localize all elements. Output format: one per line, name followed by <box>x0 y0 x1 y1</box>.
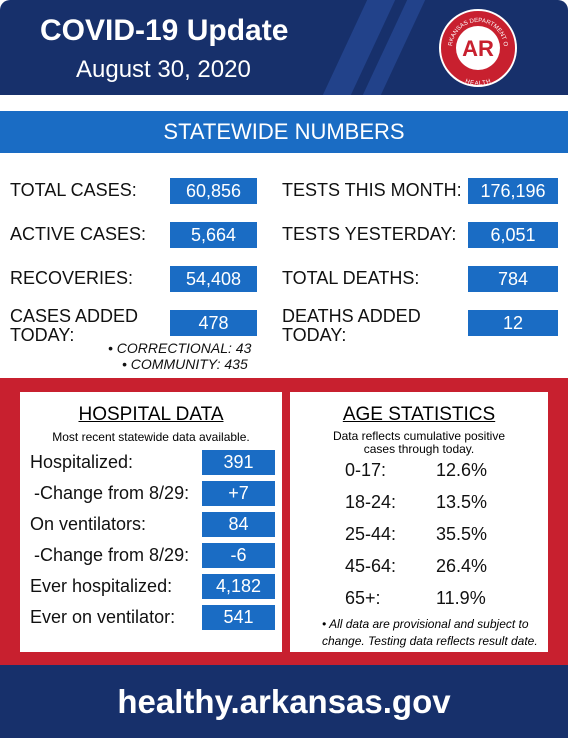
age-range: 65+: <box>345 588 381 608</box>
stat-value: 784 <box>468 266 558 292</box>
stat-value: 54,408 <box>170 266 257 292</box>
stat-label: TESTS THIS MONTH: <box>282 180 462 200</box>
age-percent: 26.4% <box>436 556 488 576</box>
title: COVID-19 Update <box>40 14 289 47</box>
stat-value: 60,856 <box>170 178 257 204</box>
hospital-value: 4,182 <box>202 574 275 599</box>
stat-value: 5,664 <box>170 222 257 248</box>
stat-label: RECOVERIES: <box>10 268 134 288</box>
hospital-label: -Change from 8/29: <box>34 483 190 503</box>
age-range: 45-64: <box>345 556 397 576</box>
note: • COMMUNITY: 435 <box>122 356 248 372</box>
hospital-label: Ever hospitalized: <box>30 576 173 596</box>
stat-label: ACTIVE CASES: <box>10 224 147 244</box>
age-panel: AGE STATISTICS Data reflects cumulative … <box>290 392 548 652</box>
age-range: 25-44: <box>345 524 397 544</box>
footer-url: healthy.arkansas.gov <box>0 665 568 738</box>
hospital-label: -Change from 8/29: <box>34 545 190 565</box>
hospital-label: Ever on ventilator: <box>30 607 176 627</box>
hospital-value: +7 <box>202 481 275 506</box>
hospital-value: 391 <box>202 450 275 475</box>
panel-title: AGE STATISTICS <box>342 404 496 425</box>
stat-value: 176,196 <box>468 178 558 204</box>
panel-title: HOSPITAL DATA <box>78 404 224 425</box>
date: August 30, 2020 <box>76 56 251 83</box>
hospital-label: On ventilators: <box>30 514 147 534</box>
section-title: STATEWIDE NUMBERS <box>0 111 568 153</box>
logo-letters: AR <box>462 36 494 61</box>
stat-label: DEATHS ADDED TODAY: <box>282 306 421 345</box>
age-range: 0-17: <box>345 460 387 480</box>
panel-subtitle: Data reflects cumulative positive cases … <box>332 429 506 456</box>
header: COVID-19 Update August 30, 2020 AR ARKAN… <box>0 0 568 95</box>
hospital-label: Hospitalized: <box>30 452 134 472</box>
age-percent: 12.6% <box>436 460 488 480</box>
stat-label: CASES ADDED TODAY: <box>10 306 139 345</box>
age-percent: 35.5% <box>436 524 488 544</box>
stat-value: 478 <box>170 310 257 336</box>
hospital-value: -6 <box>202 543 275 568</box>
age-percent: 13.5% <box>436 492 488 512</box>
stat-value: 6,051 <box>468 222 558 248</box>
panel-subtitle: Most recent statewide data available. <box>52 430 250 444</box>
stat-value: 12 <box>468 310 558 336</box>
age-percent: 11.9% <box>436 588 486 608</box>
hospital-value: 541 <box>202 605 275 630</box>
note: • All data are provisional and subject t… <box>322 617 538 648</box>
stat-label: TOTAL DEATHS: <box>282 268 420 288</box>
age-range: 18-24: <box>345 492 397 512</box>
logo-ring: HEALTH <box>464 79 491 87</box>
logo: AR ARKANSAS DEPARTMENT OF HEALTH <box>438 8 517 87</box>
hospital-panel: HOSPITAL DATA Most recent statewide data… <box>20 392 282 652</box>
note: • CORRECTIONAL: 43 <box>108 340 252 356</box>
stat-label: TOTAL CASES: <box>10 180 137 200</box>
stat-label: TESTS YESTERDAY: <box>282 224 457 244</box>
hospital-value: 84 <box>202 512 275 537</box>
